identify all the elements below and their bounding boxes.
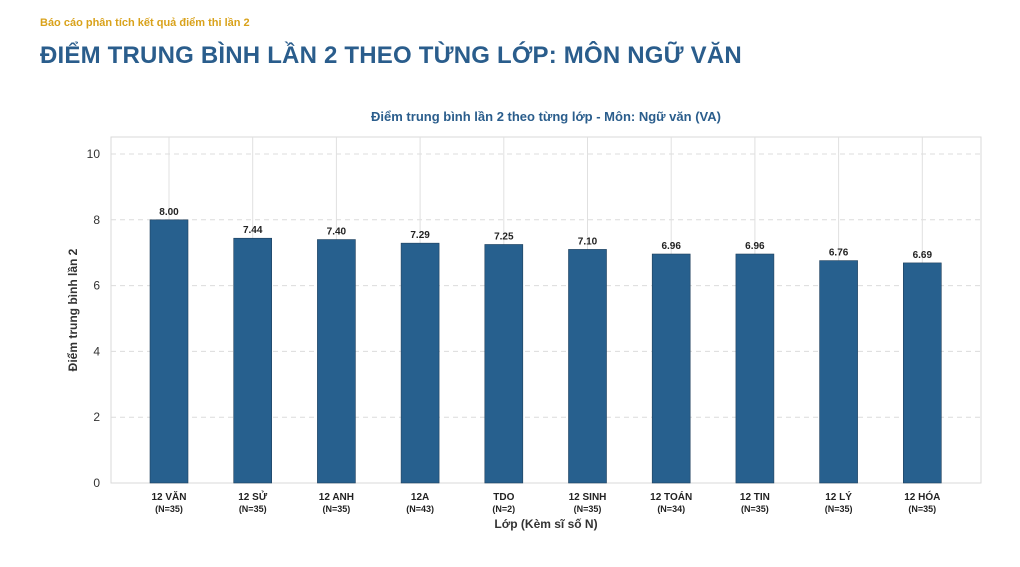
y-tick-label: 10: [87, 147, 101, 161]
x-tick-count-label: (N=35): [323, 504, 351, 514]
bar-value-label: 8.00: [159, 207, 179, 218]
x-tick-label: 12 HÓA: [904, 490, 940, 503]
report-caption: Báo cáo phân tích kết quả điểm thi lần 2: [40, 17, 250, 29]
page-title: ĐIỂM TRUNG BÌNH LẦN 2 THEO TỪNG LỚP: MÔN…: [40, 42, 742, 69]
x-tick-label: 12 LÝ: [825, 490, 852, 503]
plot-area-border: [110, 136, 982, 484]
bar: [651, 253, 691, 484]
bar-value-label: 6.96: [661, 241, 681, 252]
bar-value-label: 7.10: [578, 236, 598, 247]
bar-value-label: 7.25: [494, 231, 514, 242]
x-tick-count-label: (N=35): [741, 504, 769, 514]
bar: [735, 253, 775, 484]
x-tick-count-label: (N=2): [492, 504, 515, 514]
bar: [484, 244, 524, 484]
x-tick-label: 12 ANH: [319, 492, 354, 503]
bar-value-label: 7.44: [243, 225, 263, 236]
bar: [149, 219, 189, 484]
x-tick-label: 12 TIN: [740, 492, 770, 503]
bar: [819, 260, 858, 484]
x-tick-label: 12 TOÁN: [650, 490, 692, 503]
bar: [902, 262, 942, 484]
bar-value-label: 6.96: [745, 241, 765, 252]
bar-value-label: 6.76: [829, 248, 849, 259]
bar: [400, 242, 440, 484]
bar-value-label: 6.69: [913, 250, 933, 261]
x-tick-label: 12 SINH: [569, 492, 607, 503]
x-tick-count-label: (N=35): [239, 504, 267, 514]
chart-title: Điểm trung bình lần 2 theo từng lớp - Mô…: [371, 109, 721, 124]
x-tick-label: 12 SỬ: [238, 490, 268, 503]
x-tick-label: 12 VĂN: [151, 490, 186, 503]
x-axis-label: Lớp (Kèm sĩ số N): [494, 517, 597, 531]
bar: [233, 237, 272, 484]
y-axis-label: Điểm trung bình lần 2: [66, 248, 80, 371]
y-tick-label: 2: [93, 410, 100, 424]
x-tick-count-label: (N=43): [406, 504, 434, 514]
bar: [317, 239, 356, 484]
bar: [568, 249, 607, 484]
y-tick-label: 4: [93, 344, 100, 358]
x-tick-count-label: (N=34): [657, 504, 685, 514]
x-tick-count-label: (N=35): [574, 504, 602, 514]
y-tick-label: 8: [93, 213, 100, 227]
x-tick-count-label: (N=35): [908, 504, 936, 514]
bar-value-label: 7.40: [327, 227, 347, 238]
bar-value-label: 7.29: [410, 230, 430, 241]
x-tick-count-label: (N=35): [825, 504, 853, 514]
x-tick-label: TDO: [493, 492, 514, 503]
y-tick-label: 6: [93, 279, 100, 293]
y-tick-label: 0: [93, 476, 100, 490]
x-tick-count-label: (N=35): [155, 504, 183, 514]
x-tick-label: 12A: [411, 492, 429, 503]
